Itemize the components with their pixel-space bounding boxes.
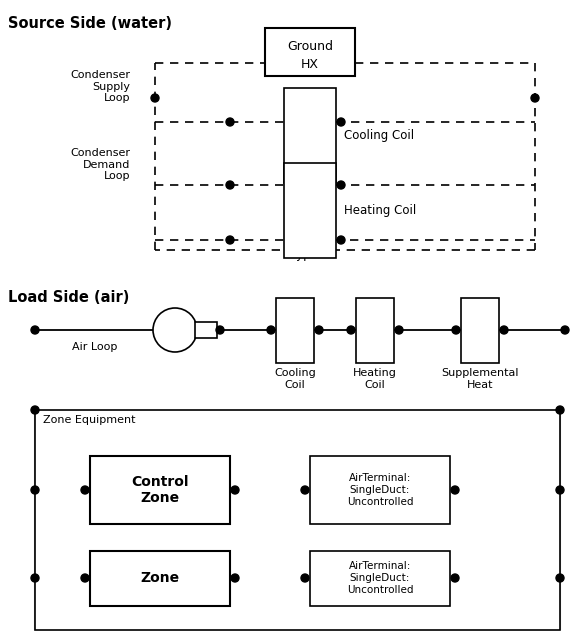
Circle shape <box>315 326 323 334</box>
Text: Air Loop: Air Loop <box>72 342 117 352</box>
Circle shape <box>337 181 345 189</box>
Text: Load Side (air): Load Side (air) <box>8 290 129 305</box>
Circle shape <box>153 308 197 352</box>
Circle shape <box>347 326 355 334</box>
Circle shape <box>452 326 460 334</box>
Circle shape <box>301 574 309 582</box>
Text: Heating Coil: Heating Coil <box>344 204 416 217</box>
Circle shape <box>556 486 564 494</box>
Text: Condenser
Demand
Loop: Condenser Demand Loop <box>70 148 130 181</box>
Text: Ground: Ground <box>287 40 333 54</box>
Circle shape <box>395 326 403 334</box>
Bar <box>35 410 560 630</box>
Circle shape <box>216 326 224 334</box>
Text: Cooling Coil: Cooling Coil <box>344 129 414 142</box>
Text: Control
Zone: Control Zone <box>131 475 189 505</box>
Text: Cooling
Coil: Cooling Coil <box>274 369 316 390</box>
Text: Source Side (water): Source Side (water) <box>8 16 172 31</box>
Bar <box>276 298 314 362</box>
Circle shape <box>337 236 345 244</box>
Circle shape <box>31 574 39 582</box>
Circle shape <box>31 326 39 334</box>
Circle shape <box>556 406 564 414</box>
Bar <box>310 456 450 524</box>
Text: Bypass: Bypass <box>289 248 331 261</box>
Circle shape <box>231 574 239 582</box>
Bar <box>284 163 336 258</box>
Text: AirTerminal:
SingleDuct:
Uncontrolled: AirTerminal: SingleDuct: Uncontrolled <box>347 474 413 507</box>
Circle shape <box>226 236 234 244</box>
Text: Zone Equipment: Zone Equipment <box>43 415 136 425</box>
Circle shape <box>451 486 459 494</box>
Circle shape <box>451 574 459 582</box>
Bar <box>356 298 394 362</box>
Bar <box>284 88 336 183</box>
Circle shape <box>31 406 39 414</box>
Circle shape <box>226 181 234 189</box>
Text: Fan: Fan <box>166 342 185 352</box>
Circle shape <box>81 486 89 494</box>
Bar <box>90 456 230 524</box>
Bar <box>265 28 355 76</box>
Text: AirTerminal:
SingleDuct:
Uncontrolled: AirTerminal: SingleDuct: Uncontrolled <box>347 561 413 595</box>
Circle shape <box>556 574 564 582</box>
Bar <box>90 550 230 605</box>
Text: HX: HX <box>301 58 319 70</box>
Circle shape <box>81 574 89 582</box>
Circle shape <box>231 486 239 494</box>
Text: Zone: Zone <box>140 571 180 585</box>
Bar <box>461 298 499 362</box>
Circle shape <box>226 118 234 126</box>
Circle shape <box>151 94 159 102</box>
Circle shape <box>500 326 508 334</box>
Text: Heating
Coil: Heating Coil <box>353 369 397 390</box>
Text: Condenser
Supply
Loop: Condenser Supply Loop <box>70 70 130 103</box>
Circle shape <box>31 486 39 494</box>
Bar <box>310 550 450 605</box>
Text: Supplemental
Heat: Supplemental Heat <box>441 369 519 390</box>
Circle shape <box>337 118 345 126</box>
Bar <box>195 322 217 338</box>
Circle shape <box>267 326 275 334</box>
Circle shape <box>531 94 539 102</box>
Circle shape <box>301 486 309 494</box>
Circle shape <box>561 326 569 334</box>
